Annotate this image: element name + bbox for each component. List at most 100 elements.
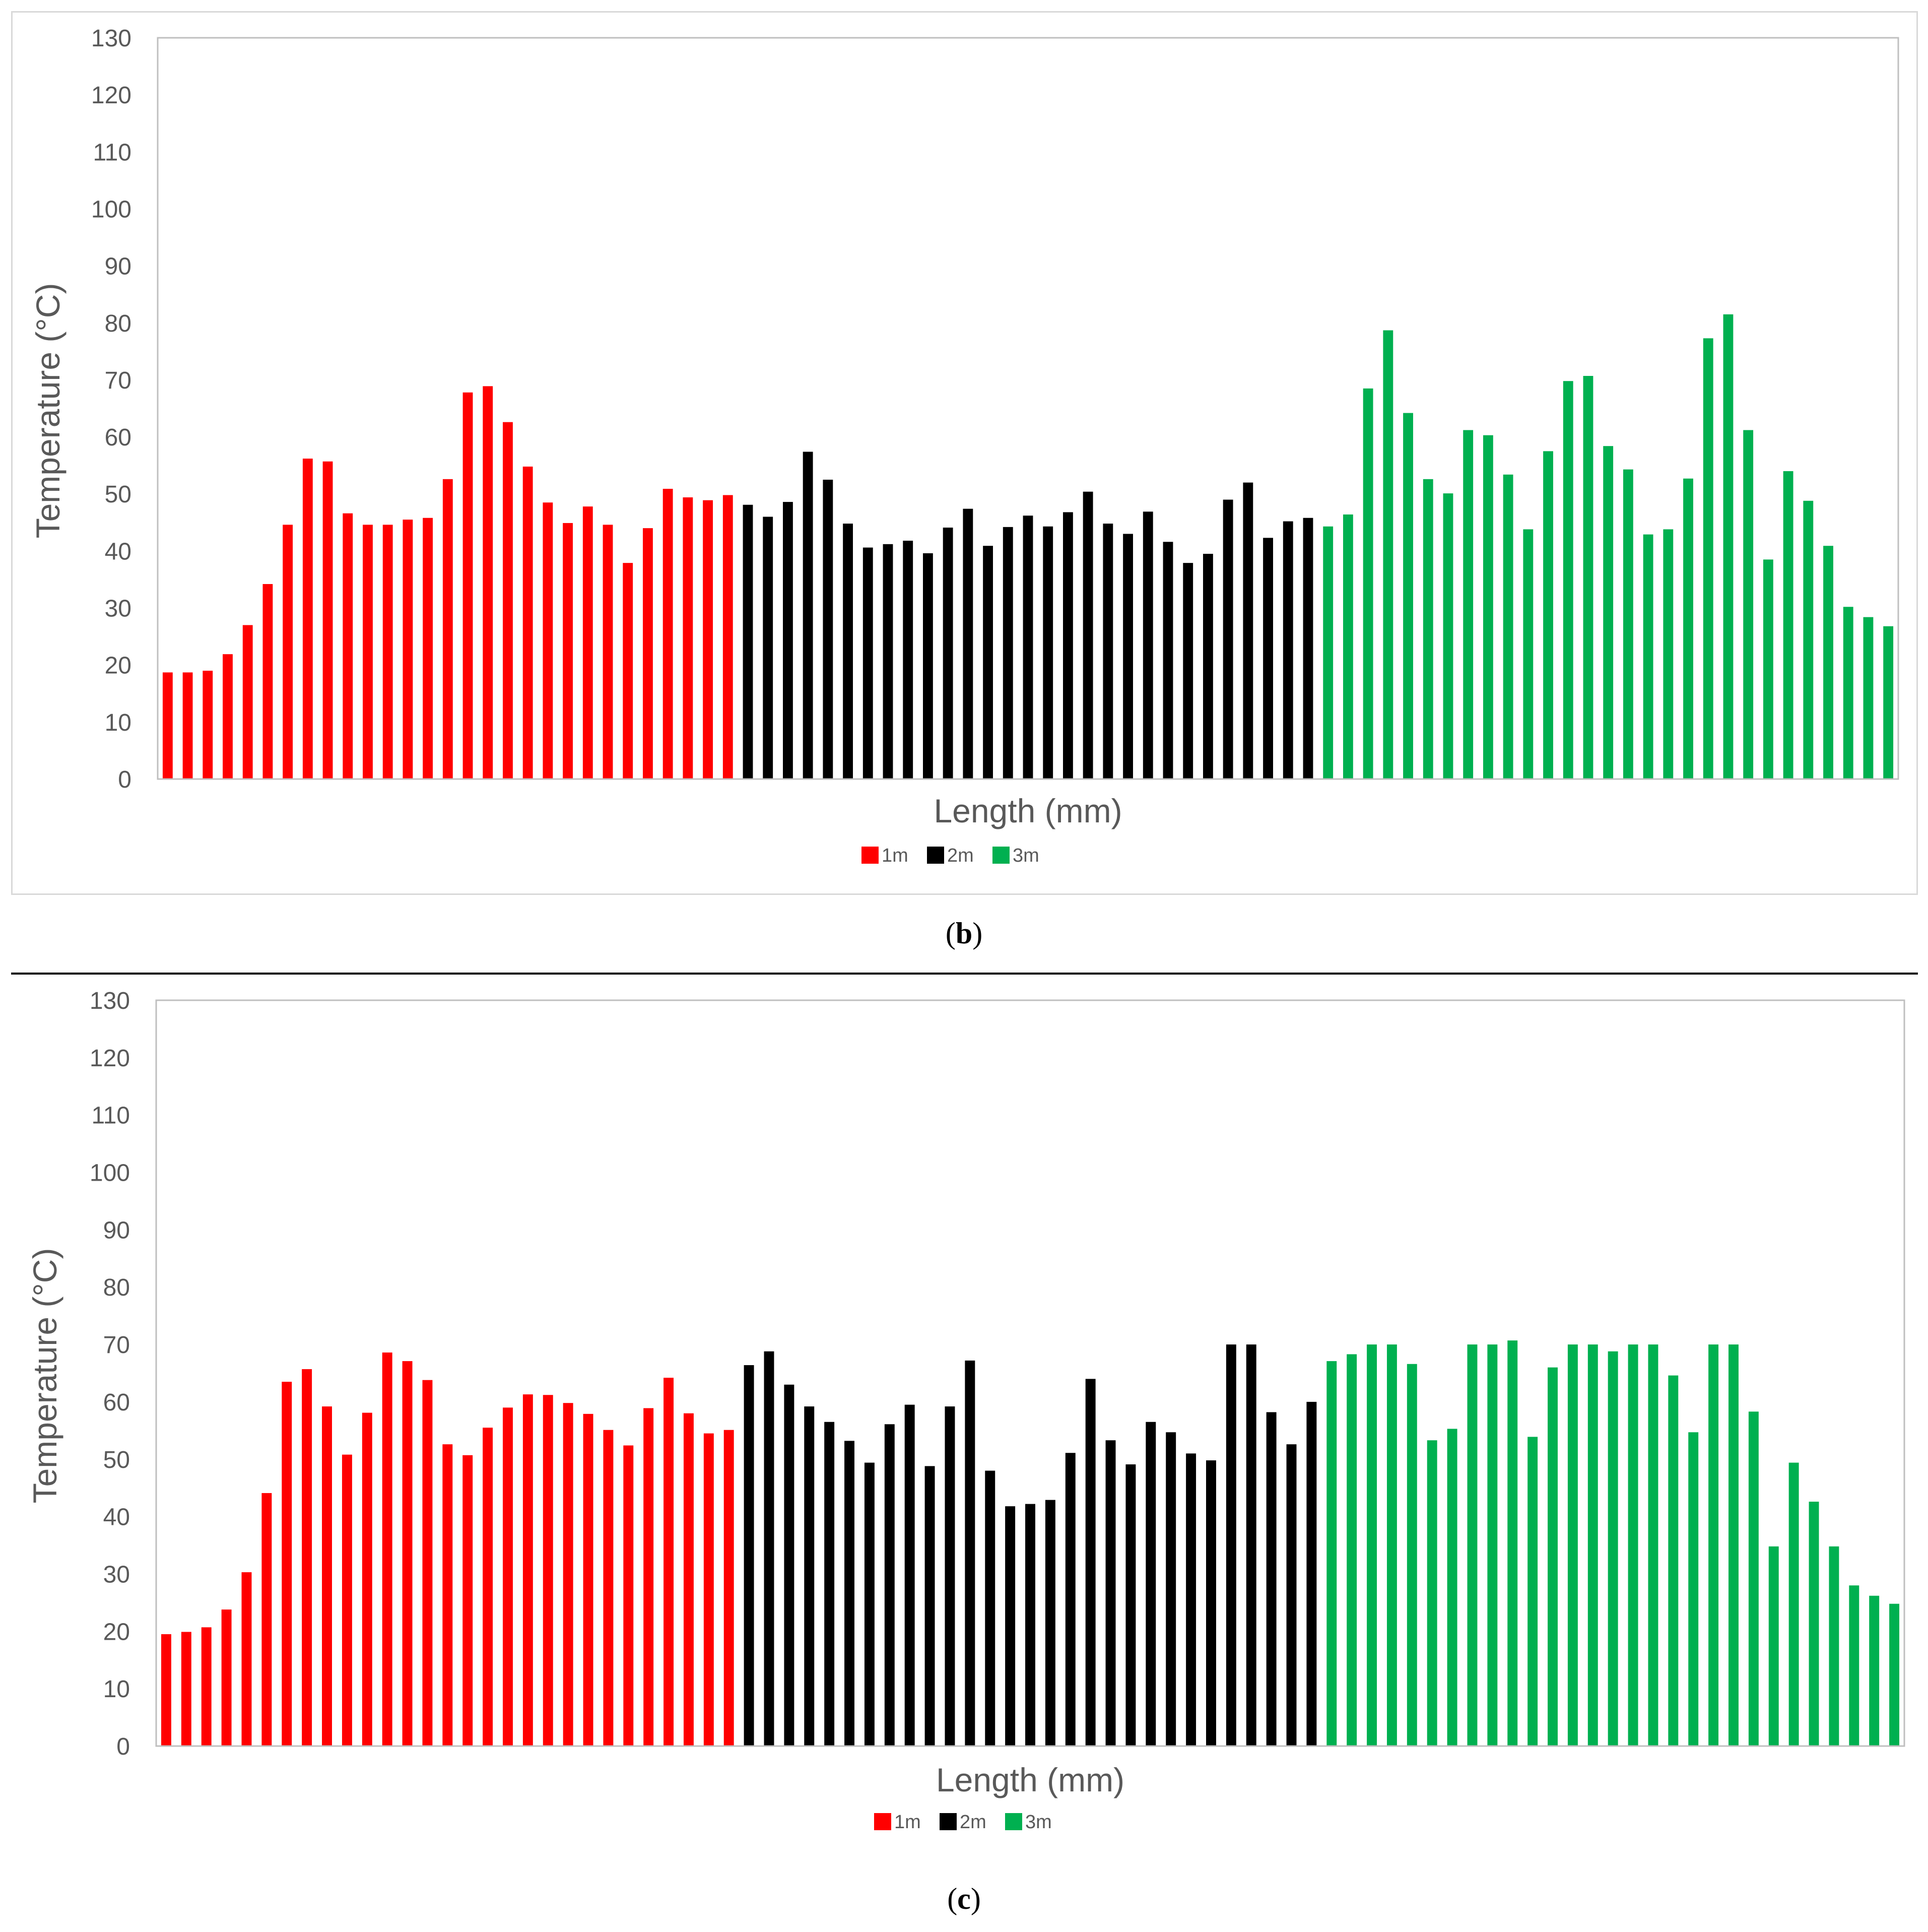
bar-3m: [1548, 1367, 1558, 1746]
bar-1m: [422, 1380, 433, 1746]
bar-1m: [283, 525, 293, 779]
y-tick-label: 50: [105, 481, 131, 508]
bar-1m: [462, 392, 473, 779]
bar-1m: [203, 671, 213, 779]
bar-3m: [1643, 534, 1653, 779]
y-tick-label: 70: [103, 1332, 130, 1359]
y-tick-label: 130: [90, 988, 130, 1014]
bar-2m: [1143, 511, 1153, 779]
bar-2m: [1223, 499, 1233, 779]
y-tick-label: 0: [116, 1733, 130, 1760]
bar-1m: [663, 1378, 674, 1746]
y-tick-label: 10: [105, 710, 131, 736]
bar-2m: [1226, 1344, 1236, 1746]
bar-3m: [1543, 451, 1553, 779]
bar-3m: [1487, 1344, 1498, 1746]
bar-2m: [1023, 516, 1033, 779]
bar-2m: [843, 524, 853, 779]
y-tick-label: 60: [103, 1389, 130, 1416]
bar-3m: [1889, 1603, 1900, 1746]
bar-3m: [1383, 330, 1393, 779]
bar-1m: [241, 1572, 252, 1746]
bar-1m: [563, 1403, 573, 1746]
bar-1m: [703, 500, 713, 779]
legend-label-2m: 2m: [947, 845, 974, 866]
bar-2m: [1083, 491, 1093, 779]
y-tick-label: 110: [93, 139, 131, 166]
bar-1m: [201, 1627, 212, 1746]
bar-3m: [1849, 1585, 1859, 1746]
bar-3m: [1608, 1351, 1618, 1746]
bar-3m: [1463, 430, 1474, 779]
bar-1m: [603, 525, 613, 779]
bar-2m: [945, 1406, 955, 1746]
bar-2m: [985, 1470, 995, 1746]
bar-3m: [1763, 559, 1773, 779]
y-tick-label: 20: [105, 653, 131, 679]
legend-label-3m: 3m: [1025, 1812, 1052, 1833]
x-axis-title: Length (mm): [934, 792, 1122, 829]
bar-2m: [1166, 1432, 1176, 1746]
bar-1m: [322, 1406, 332, 1746]
bar-3m: [1623, 469, 1633, 779]
bar-1m: [723, 1430, 734, 1746]
bar-3m: [1507, 1340, 1518, 1746]
y-tick-label: 110: [91, 1103, 130, 1129]
bar-2m: [923, 553, 933, 779]
bar-2m: [1105, 1440, 1116, 1746]
bar-2m: [1065, 1453, 1076, 1746]
bar-3m: [1523, 529, 1534, 779]
bar-1m: [563, 523, 573, 779]
bar-3m: [1668, 1375, 1679, 1746]
bar-1m: [623, 563, 633, 779]
bar-2m: [1266, 1412, 1277, 1746]
bar-3m: [1326, 1361, 1337, 1746]
bar-3m: [1863, 617, 1874, 779]
caption-b: (b): [945, 917, 983, 950]
bar-2m: [804, 1406, 815, 1746]
bar-2m: [1123, 534, 1133, 779]
bar-2m: [1003, 527, 1013, 779]
bar-1m: [343, 513, 353, 779]
bar-1m: [182, 672, 193, 779]
y-tick-label: 120: [90, 1045, 130, 1072]
bar-2m: [903, 541, 913, 779]
bar-1m: [683, 497, 693, 779]
bar-1m: [221, 1609, 232, 1746]
bar-1m: [363, 525, 373, 779]
bar-3m: [1567, 1344, 1578, 1746]
bar-1m: [223, 654, 233, 779]
bar-2m: [1243, 482, 1253, 779]
bar-1m: [462, 1455, 473, 1746]
bar-2m: [1146, 1422, 1156, 1746]
bar-1m: [342, 1454, 352, 1746]
bar-1m: [583, 1413, 593, 1746]
bar-3m: [1683, 478, 1693, 779]
y-axis-title: Temperature (°C): [29, 283, 67, 539]
caption-b-letter: b: [955, 917, 973, 950]
caption-c-letter: c: [957, 1882, 971, 1915]
bar-3m: [1367, 1344, 1377, 1746]
bar-2m: [1286, 1444, 1297, 1746]
bar-2m: [1246, 1344, 1256, 1746]
bar-1m: [362, 1412, 372, 1746]
bar-2m: [862, 547, 873, 779]
bar-3m: [1443, 493, 1453, 779]
bar-1m: [643, 1408, 654, 1746]
bar-3m: [1648, 1344, 1658, 1746]
legend-label-1m: 1m: [882, 845, 908, 866]
bar-3m: [1883, 626, 1894, 779]
bar-1m: [302, 459, 313, 779]
bar-2m: [1085, 1379, 1096, 1746]
legend-swatch-2m: [940, 1813, 957, 1830]
bar-3m: [1603, 446, 1614, 779]
y-tick-label: 40: [105, 538, 131, 565]
y-tick-label: 120: [91, 82, 131, 109]
bar-3m: [1427, 1440, 1437, 1746]
caption-c: (c): [947, 1882, 981, 1915]
bar-1m: [483, 386, 493, 779]
bar-1m: [161, 1634, 171, 1746]
y-tick-label: 50: [103, 1447, 130, 1473]
y-tick-label: 80: [105, 310, 131, 337]
legend-swatch-1m: [874, 1813, 891, 1830]
